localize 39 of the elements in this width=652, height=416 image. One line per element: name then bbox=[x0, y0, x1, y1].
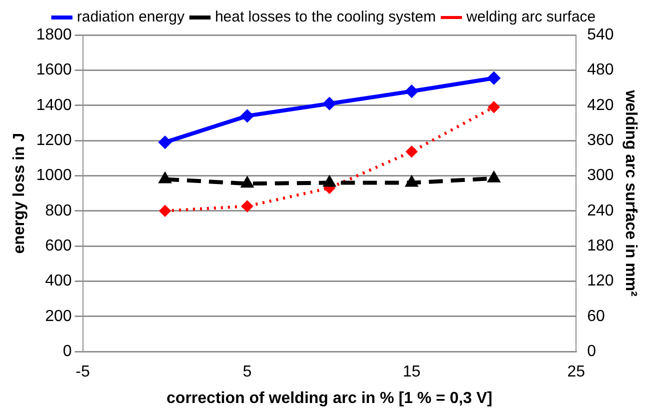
point bbox=[242, 200, 253, 212]
y-tick-label: 1200 bbox=[36, 132, 72, 149]
x-tick-label: 15 bbox=[402, 364, 421, 381]
legend-label: heat losses to the cooling system bbox=[214, 8, 436, 26]
y2-tick-label: 60 bbox=[587, 308, 606, 325]
point bbox=[488, 72, 500, 84]
y2-tick-label: 300 bbox=[587, 167, 614, 184]
point bbox=[159, 136, 172, 148]
y-tick-label: 0 bbox=[62, 343, 72, 360]
y-tick-label: 1000 bbox=[36, 167, 72, 184]
y-tick-label: 1800 bbox=[36, 26, 72, 44]
y2-tick-label: 180 bbox=[587, 237, 614, 254]
y-tick-label: 600 bbox=[45, 237, 72, 254]
y2-tick-label: 420 bbox=[587, 96, 614, 114]
point bbox=[241, 110, 254, 122]
legend-label: radiation energy bbox=[76, 8, 185, 26]
y2-tick-label: 0 bbox=[587, 343, 596, 360]
y-tick-label: 800 bbox=[45, 202, 72, 220]
y2-tick-label: 540 bbox=[587, 26, 614, 44]
x-axis-title: correction of welding arc in % [1 % = 0,3 V] bbox=[166, 390, 492, 407]
point bbox=[160, 205, 171, 216]
legend-label: welding arc surface bbox=[465, 8, 596, 26]
y2-tick-label: 480 bbox=[587, 62, 614, 79]
y2-tick-label: 240 bbox=[587, 202, 614, 220]
point bbox=[406, 85, 418, 98]
point bbox=[323, 98, 336, 110]
x-tick-label: 5 bbox=[242, 364, 252, 381]
point bbox=[406, 146, 418, 158]
y-axis-title: energy loss in J bbox=[11, 132, 28, 254]
y2-tick-label: 120 bbox=[587, 272, 614, 290]
y-tick-label: 400 bbox=[45, 272, 72, 290]
point bbox=[488, 102, 500, 113]
y-tick-label: 200 bbox=[45, 308, 72, 325]
y-tick-label: 1600 bbox=[36, 62, 72, 79]
x-tick-label: 25 bbox=[567, 364, 586, 381]
y2-tick-label: 360 bbox=[587, 132, 614, 149]
y-tick-label: 1400 bbox=[36, 96, 72, 114]
y2-axis-title: welding arc surface in mm² bbox=[622, 89, 639, 296]
x-tick-label: -5 bbox=[76, 364, 90, 381]
